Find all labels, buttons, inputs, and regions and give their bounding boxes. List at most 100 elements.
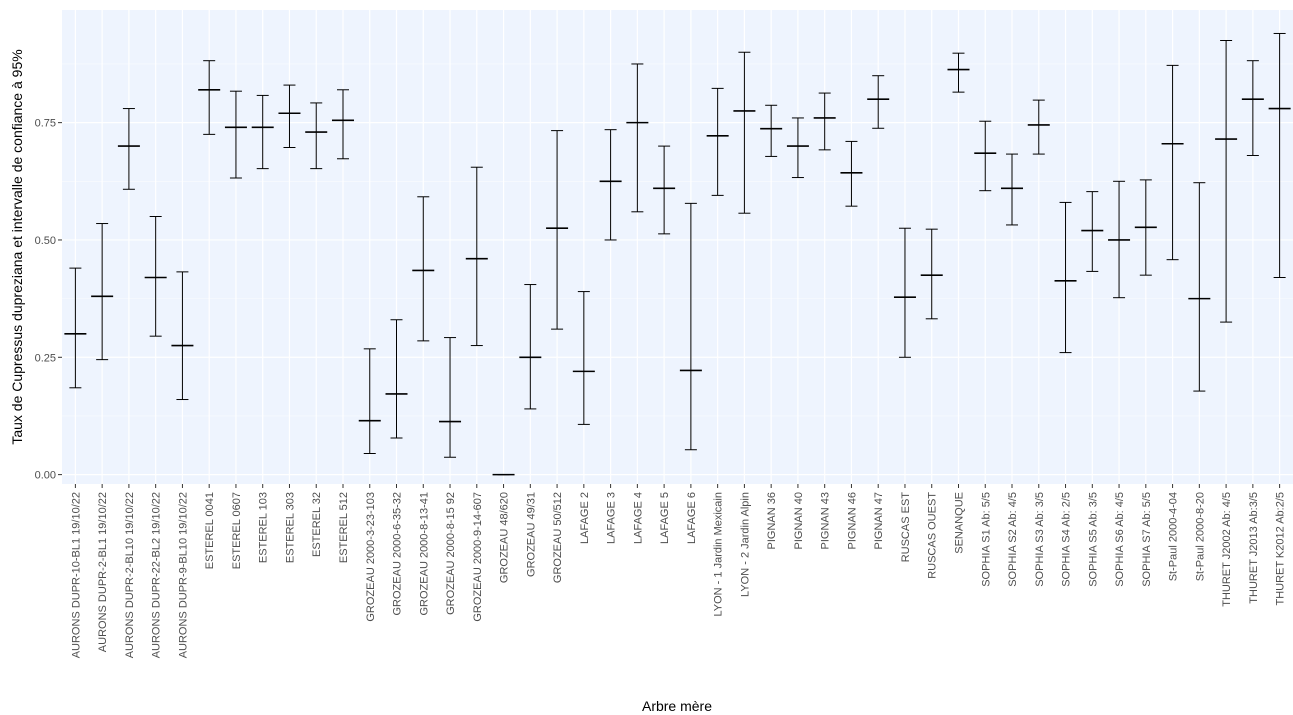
x-tick-label: LYON - 2 Jardin Alpin xyxy=(739,492,751,597)
error-bars xyxy=(64,32,1291,476)
x-tick-label: PIGNAN 46 xyxy=(846,492,858,549)
x-tick-label: St-Paul 2000-4-04 xyxy=(1168,492,1180,581)
x-tick-label: LAFAGE 6 xyxy=(686,492,698,544)
error-bar-25 xyxy=(706,87,729,196)
x-tick-label: SOPHIA S5 Ab: 3/5 xyxy=(1087,492,1099,587)
x-tick-label: THURET K2012 Ab:2/5 xyxy=(1275,492,1287,606)
error-bar-11 xyxy=(331,89,354,160)
error-bar-23 xyxy=(653,145,676,235)
error-bar-21 xyxy=(599,129,622,241)
x-tick-label: SOPHIA S6 Ab: 4/5 xyxy=(1114,492,1126,587)
y-tick-label: 0.00 xyxy=(35,470,56,482)
error-bar-45 xyxy=(1241,60,1264,156)
error-bar-20 xyxy=(572,291,595,425)
error-bar-41 xyxy=(1134,179,1157,276)
x-tick-label: SOPHIA S4 Ab: 2/5 xyxy=(1061,492,1073,587)
error-bar-12 xyxy=(358,348,381,454)
x-tick-label: PIGNAN 47 xyxy=(873,492,885,549)
error-bar-3 xyxy=(117,108,140,190)
error-bar-33 xyxy=(920,228,943,320)
minor-gridlines xyxy=(62,63,1293,417)
y-tick-label: 0.25 xyxy=(35,352,56,364)
x-tick-label: GROZEAU 2000-9-14-607 xyxy=(472,492,484,622)
error-bar-7 xyxy=(224,90,247,179)
error-bar-32 xyxy=(893,227,916,358)
error-bar-35 xyxy=(974,120,997,192)
error-bar-4 xyxy=(144,215,167,337)
error-bar-38 xyxy=(1054,201,1077,354)
error-bar-16 xyxy=(465,166,488,347)
x-tick-label: AURONS DUPR-2-BL1 19/10/22 xyxy=(97,492,109,652)
error-bar-46 xyxy=(1268,32,1291,279)
error-bar-44 xyxy=(1215,40,1238,323)
x-tick-label: AURONS DUPR-9-BL10 19/10/22 xyxy=(177,492,189,658)
error-bar-40 xyxy=(1108,180,1131,299)
error-bar-18 xyxy=(519,284,542,410)
x-tick-label: PIGNAN 36 xyxy=(766,492,778,549)
x-tick-label: St-Paul 2000-8-20 xyxy=(1194,492,1206,581)
y-tick-label: 0.75 xyxy=(35,118,56,130)
error-bar-42 xyxy=(1161,64,1184,261)
x-tick-label: GROZEAU 2000-6-35-32 xyxy=(392,492,404,616)
error-bar-29 xyxy=(813,92,836,151)
x-tick-label: GROZEAU 50/512 xyxy=(552,492,564,583)
error-bar-1 xyxy=(64,267,87,389)
error-bar-31 xyxy=(867,75,890,129)
x-tick-label: ESTEREL 0041 xyxy=(204,492,216,569)
x-tick-label: ESTEREL 303 xyxy=(284,492,296,563)
x-tick-label: ESTEREL 32 xyxy=(311,492,323,557)
error-bar-43 xyxy=(1188,182,1211,392)
error-bar-27 xyxy=(760,104,783,157)
x-tick-label: GROZEAU 2000-8-13-41 xyxy=(418,492,430,616)
error-bar-13 xyxy=(385,319,408,439)
error-bar-5 xyxy=(171,271,194,401)
plot-panel xyxy=(62,10,1293,484)
x-tick-label: GROZEAU 2000-8-15 92 xyxy=(445,492,457,615)
x-tick-label: AURONS DUPR-22-BL2 19/10/22 xyxy=(151,492,163,658)
error-bar-9 xyxy=(278,84,301,149)
x-axis-title: Arbre mère xyxy=(642,698,712,714)
x-tick-label: AURONS DUPR-10-BL1 19/10/22 xyxy=(70,492,82,658)
x-tick-label: LAFAGE 5 xyxy=(659,492,671,544)
x-tick-label: GROZEAU 49/31 xyxy=(525,492,537,577)
x-tick-label: ESTEREL 0607 xyxy=(231,492,243,569)
x-tick-label: PIGNAN 43 xyxy=(820,492,832,549)
error-bar-22 xyxy=(626,63,649,213)
x-tick-label: SENANQUE xyxy=(953,492,965,554)
error-bar-2 xyxy=(91,223,114,361)
x-tick-label: THURET J2013 Ab:3/5 xyxy=(1248,492,1260,604)
x-tick-label: ESTEREL 103 xyxy=(258,492,270,563)
error-bar-8 xyxy=(251,94,274,170)
x-tick-label: LAFAGE 2 xyxy=(579,492,591,544)
x-tick-label: PIGNAN 40 xyxy=(793,492,805,549)
error-bar-39 xyxy=(1081,191,1104,272)
error-bar-19 xyxy=(546,130,569,330)
error-bar-10 xyxy=(305,102,328,170)
error-bar-15 xyxy=(439,337,462,458)
error-bar-36 xyxy=(1001,153,1024,226)
x-tick-label: SOPHIA S1 Ab: 5/5 xyxy=(980,492,992,587)
x-tick-label: RUSCAS EST xyxy=(900,492,912,563)
error-bar-30 xyxy=(840,140,863,207)
x-tick-label: LAFAGE 4 xyxy=(632,492,644,544)
x-tick-label: GROZEAU 48/620 xyxy=(499,492,511,583)
error-bar-24 xyxy=(679,202,702,451)
y-axis-ticks: 0.00 0.25 0.50 0.75 xyxy=(35,118,62,482)
y-tick-label: 0.50 xyxy=(35,235,56,247)
error-bar-26 xyxy=(733,51,756,214)
error-bar-37 xyxy=(1027,99,1050,155)
error-bar-6 xyxy=(198,60,221,135)
x-tick-label: GROZEAU 2000-3-23-103 xyxy=(365,492,377,622)
error-bar-34 xyxy=(947,52,970,93)
error-bar-28 xyxy=(786,117,809,179)
x-axis-ticks: AURONS DUPR-10-BL1 19/10/22 AURONS DUPR-2… xyxy=(70,484,1287,658)
x-tick-label: SOPHIA S7 Ab: 5/5 xyxy=(1141,492,1153,587)
x-tick-label: SOPHIA S2 Ab: 4/5 xyxy=(1007,492,1019,587)
x-tick-label: LYON - 1 Jardin Mexicain xyxy=(713,492,725,617)
x-tick-label: ESTEREL 512 xyxy=(338,492,350,563)
y-axis-title: Taux de Cupressus dupreziana et interval… xyxy=(9,49,25,444)
x-tick-label: LAFAGE 3 xyxy=(606,492,618,544)
x-tick-label: RUSCAS OUEST xyxy=(927,492,939,579)
error-bar-14 xyxy=(412,196,435,342)
